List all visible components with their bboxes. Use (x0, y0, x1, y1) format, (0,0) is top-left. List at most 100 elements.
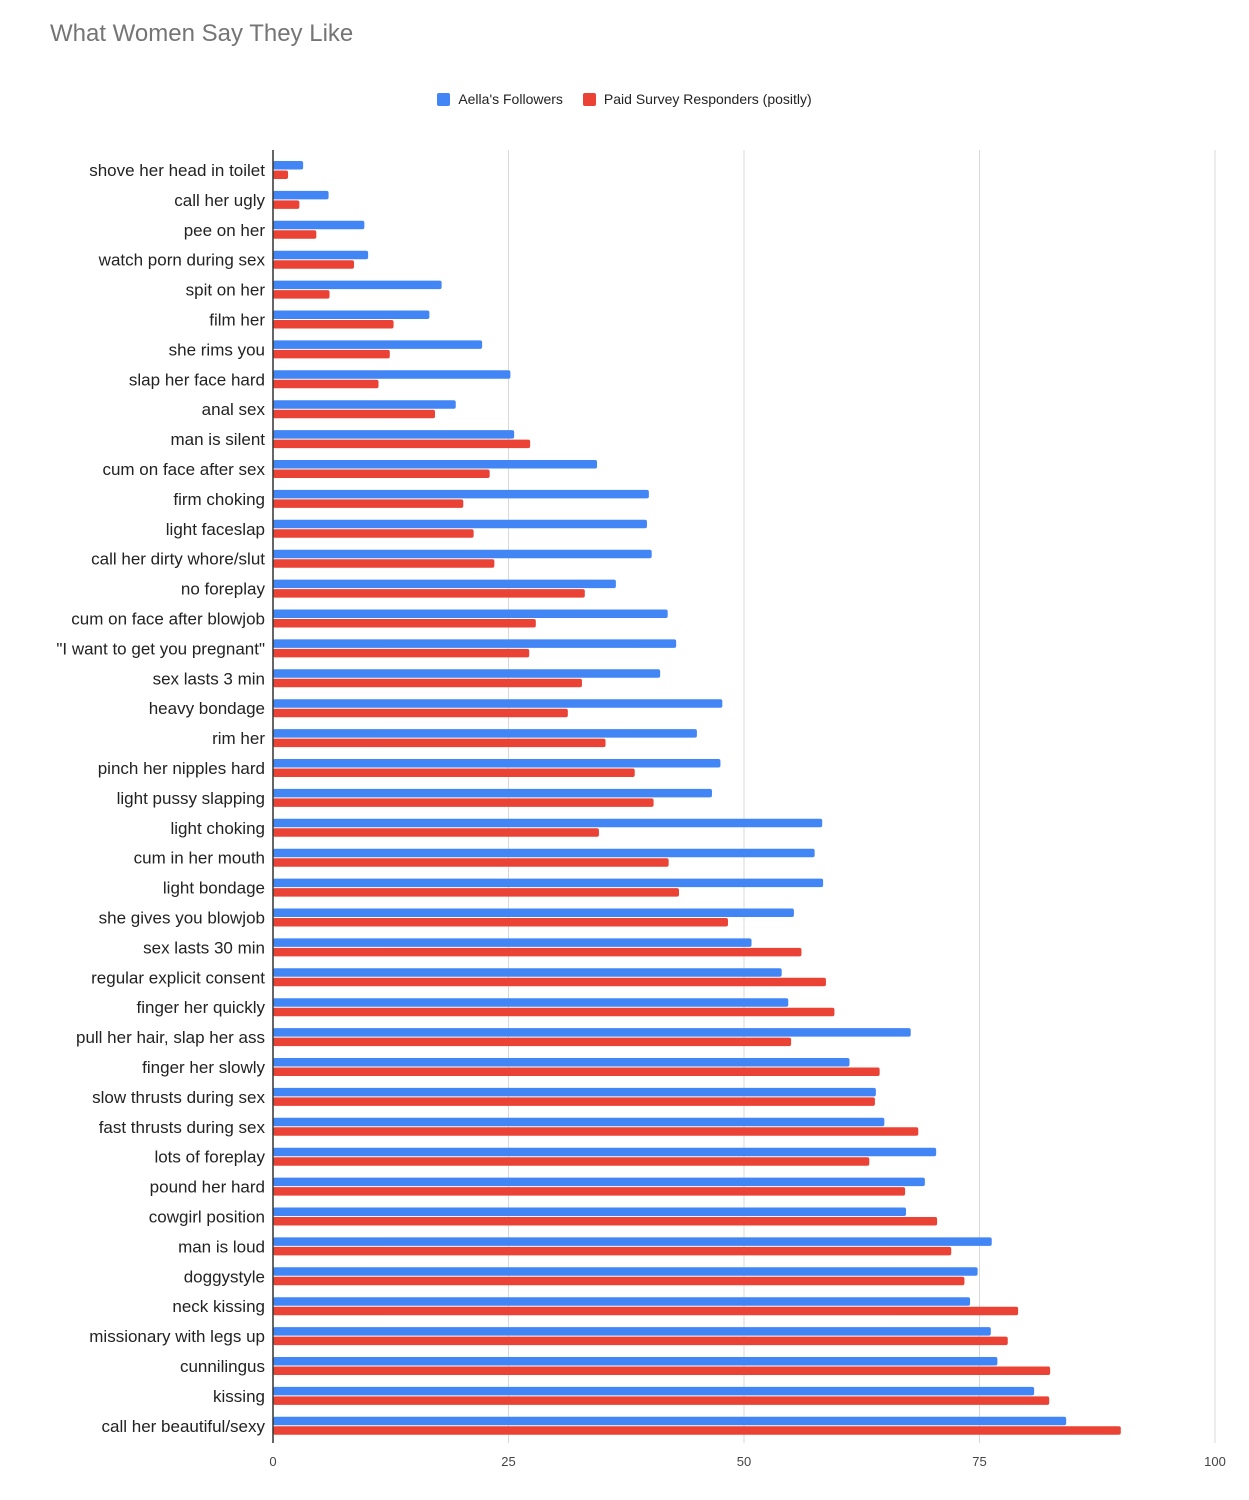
bar-aella-followers (273, 1058, 850, 1067)
bar-paid-responders (273, 648, 530, 658)
category-label: film her (209, 311, 265, 330)
legend-label-aella: Aella's Followers (458, 91, 563, 107)
bar-aella-followers (273, 1297, 971, 1306)
bar-paid-responders (273, 200, 300, 209)
x-tick-label: 100 (1204, 1454, 1226, 1469)
category-label: man is silent (171, 430, 266, 449)
category-label: firm choking (173, 490, 265, 509)
bar-aella-followers (273, 460, 598, 469)
bar-aella-followers (273, 280, 442, 290)
bar-paid-responders (273, 1157, 870, 1166)
bar-paid-responders (273, 529, 474, 538)
bar-aella-followers (273, 848, 815, 858)
bar-paid-responders (273, 918, 728, 927)
category-label: she rims you (169, 340, 265, 359)
category-label: kissing (213, 1387, 265, 1406)
bar-aella-followers (273, 340, 483, 349)
bar-paid-responders (273, 409, 436, 419)
category-label: light pussy slapping (117, 789, 265, 808)
bar-paid-responders (273, 1276, 965, 1286)
bar-paid-responders (273, 888, 680, 897)
bar-paid-responders (273, 947, 802, 957)
category-label: neck kissing (172, 1297, 265, 1316)
bar-paid-responders (273, 379, 379, 389)
bar-aella-followers (273, 968, 782, 977)
category-label: pull her hair, slap her ass (76, 1028, 265, 1047)
bar-aella-followers (273, 669, 661, 678)
bar-aella-followers (273, 190, 329, 200)
bar-paid-responders (273, 1366, 1051, 1375)
category-label: missionary with legs up (89, 1327, 265, 1346)
bar-aella-followers (273, 1386, 1035, 1396)
bar-paid-responders (273, 1187, 906, 1196)
category-label: spit on her (186, 281, 266, 300)
category-label: pee on her (184, 221, 266, 240)
bar-aella-followers (273, 310, 430, 319)
bar-aella-followers (273, 788, 712, 798)
legend-swatch-paid (582, 92, 596, 106)
category-label: shove her head in toilet (89, 161, 265, 180)
chart-legend: Aella's Followers Paid Survey Responders… (0, 91, 1249, 107)
bar-paid-responders (273, 170, 289, 179)
category-label: call her beautiful/sexy (102, 1417, 266, 1436)
category-label: doggystyle (184, 1267, 265, 1286)
category-label: call her dirty whore/slut (91, 550, 265, 569)
bar-aella-followers (273, 161, 304, 170)
bar-paid-responders (273, 439, 531, 449)
bar-aella-followers (273, 579, 616, 589)
bar-paid-responders (273, 1037, 792, 1047)
category-label: cunnilingus (180, 1357, 265, 1376)
bar-aella-followers (273, 1207, 907, 1216)
bar-paid-responders (273, 828, 599, 837)
bar-aella-followers (273, 1177, 925, 1187)
bar-paid-responders (273, 230, 317, 239)
bar-paid-responders (273, 708, 568, 718)
x-tick-label: 0 (269, 1454, 276, 1469)
bar-paid-responders (273, 260, 355, 269)
category-label: slap her face hard (129, 370, 265, 389)
category-label: lots of foreplay (154, 1148, 265, 1167)
category-label: cum on face after blowjob (71, 610, 265, 629)
bar-paid-responders (273, 349, 390, 359)
category-label: watch porn during sex (98, 251, 266, 270)
bar-aella-followers (273, 549, 652, 559)
category-label: she gives you blowjob (99, 909, 265, 928)
bar-paid-responders (273, 738, 606, 748)
category-label: anal sex (202, 400, 266, 419)
bar-aella-followers (273, 1416, 1067, 1426)
bar-paid-responders (273, 1097, 875, 1106)
bar-aella-followers (273, 1117, 885, 1127)
bar-aella-followers (273, 699, 723, 708)
bar-aella-followers (273, 430, 515, 439)
bar-paid-responders (273, 1246, 952, 1256)
bar-aella-followers (273, 639, 677, 648)
category-label: finger her slowly (142, 1058, 265, 1077)
bar-aella-followers (273, 519, 647, 529)
category-label: "I want to get you pregnant" (56, 639, 265, 658)
bar-aella-followers (273, 1267, 978, 1276)
legend-item-paid: Paid Survey Responders (positly) (582, 91, 812, 107)
bar-aella-followers (273, 1357, 998, 1366)
bar-aella-followers (273, 818, 823, 828)
bar-aella-followers (273, 609, 668, 618)
bar-aella-followers (273, 1147, 937, 1157)
category-label: cum on face after sex (102, 460, 265, 479)
category-label: man is loud (178, 1237, 265, 1256)
category-label: fast thrusts during sex (99, 1118, 266, 1137)
bar-paid-responders (273, 768, 635, 777)
category-label: light choking (170, 819, 265, 838)
category-label: sex lasts 30 min (143, 938, 265, 957)
bar-aella-followers (273, 220, 365, 230)
bar-aella-followers (273, 1028, 911, 1037)
bar-paid-responders (273, 1306, 1019, 1316)
bar-paid-responders (273, 798, 654, 807)
bar-aella-followers (273, 1327, 991, 1336)
legend-label-paid: Paid Survey Responders (positly) (603, 91, 812, 107)
category-label: no foreplay (181, 580, 266, 599)
bar-aella-followers (273, 878, 824, 888)
chart-title: What Women Say They Like (50, 20, 354, 47)
bar-paid-responders (273, 499, 464, 508)
bar-paid-responders (273, 1336, 1008, 1346)
bar-paid-responders (273, 320, 394, 329)
